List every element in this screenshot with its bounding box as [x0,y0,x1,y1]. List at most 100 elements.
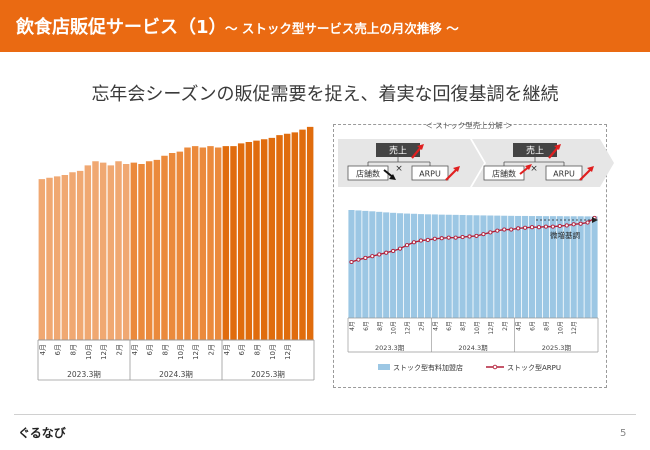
tick-label: 8月 [70,344,78,355]
store-bar [494,215,501,318]
tick-label: 12月 [571,321,578,335]
bar [115,161,122,340]
arpu-point [404,243,410,248]
page-title: 飲食店販促サービス（1） [16,17,227,38]
up-arrow-icon [554,144,561,150]
arpu-point [509,227,514,232]
arpu-point [418,238,423,243]
bar [84,165,92,340]
store-bar [445,214,452,318]
bar [92,161,99,340]
legend-bar-swatch [378,364,390,370]
arpu-point [536,225,542,230]
arpu-point [356,257,361,262]
arpu-point [495,228,500,233]
store-bar [397,213,404,318]
tick-label: 4月 [432,321,439,331]
arpu-point [474,233,479,238]
tick-label: 4月 [349,321,356,331]
arpu-point [488,230,493,235]
store-bar [522,215,529,318]
arpu-box [411,165,449,181]
store-bar [424,214,431,318]
store-bar [376,211,383,318]
tick-label: 2月 [208,344,216,355]
tick-label: 4月 [223,344,231,355]
arpu-point [557,223,562,229]
store-bar [466,215,473,318]
bar [268,137,276,340]
arpu-point [370,254,375,259]
stores-label: 店舗数 [356,169,380,179]
bar [122,164,130,340]
brand-logo: ぐるなび [18,426,66,440]
arpu-point [529,225,535,230]
store-bar [535,216,543,318]
store-bar [501,215,508,318]
store-bar [459,214,466,318]
bar [130,162,138,340]
tick-label: 10月 [269,344,277,360]
bar [145,161,153,340]
tick-label: 4月 [516,321,523,331]
up-arrow-icon [587,166,594,172]
store-bar [563,216,570,318]
tick-label: 8月 [162,344,170,355]
panel-caption: ＜ ストック型売上分解 ＞ [425,120,512,130]
tick-label: 4月 [131,344,139,355]
tick-label: 10月 [85,344,93,360]
bar [99,162,107,340]
store-bar [480,215,487,318]
store-bar [369,211,376,318]
bar [176,151,184,340]
tree-connector [503,157,565,166]
store-bar [403,213,411,318]
tick-label: 8月 [254,344,262,355]
fiscal-year-label: 2023.3期 [67,370,101,379]
store-bar [549,216,556,318]
arpu-point [391,248,396,254]
bar [222,146,230,340]
tick-label: 6月 [363,321,370,331]
store-bar [508,215,515,318]
store-bar [528,216,536,318]
footer-divider [14,414,636,415]
down-arrow-icon [389,174,396,180]
tree-connector [367,157,431,166]
times-sign: × [530,164,538,174]
bar [161,155,168,340]
arpu-point [384,250,389,255]
arpu-point [439,236,444,241]
bar [207,146,214,340]
legend-bar-label: ストック型有料加盟店 [393,363,463,372]
bar [153,159,161,340]
page-subtitle: 〜 ストック型サービス売上の月次推移 〜 [225,21,459,36]
header-bar: 飲食店販促サービス（1） 〜 ストック型サービス売上の月次推移 〜 [0,0,650,52]
sales-box [376,143,420,157]
tick-label: 10月 [557,321,564,335]
bar [69,172,76,340]
sales-label: 売上 [526,145,544,157]
store-bar [431,214,438,318]
bar [276,135,283,340]
arpu-point [453,235,458,240]
store-bar [542,216,549,318]
bar [299,129,306,340]
store-bar [438,214,445,318]
arpu-label: ARPU [553,170,575,179]
arpu-point [349,259,354,265]
tick-label: 6月 [530,321,537,331]
arpu-point [432,236,437,241]
arpu-point [571,222,576,227]
arpu-point [467,234,472,239]
fiscal-year-label: 2025.3期 [542,344,572,352]
store-bar [390,212,397,318]
bar [306,126,314,340]
store-bar [584,216,591,318]
arpu-point [481,232,486,237]
tick-label: 2月 [418,321,425,331]
arpu-point [377,252,382,257]
bar [245,142,253,340]
